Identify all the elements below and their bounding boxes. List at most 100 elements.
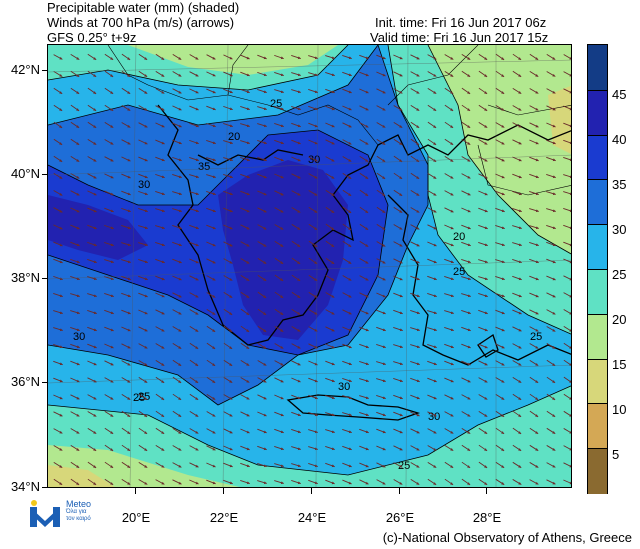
wind-arrow-head xyxy=(314,73,318,77)
wind-arrow-head xyxy=(365,260,369,264)
wind-arrow-head xyxy=(331,396,335,400)
wind-arrow-head xyxy=(416,396,420,400)
wind-arrow-head xyxy=(263,56,267,60)
wind-arrow-head xyxy=(212,226,216,230)
lat-label: 40°N xyxy=(10,166,40,181)
lat-label: 42°N xyxy=(10,62,40,77)
wind-arrow-head xyxy=(382,413,386,417)
wind-arrow-head xyxy=(229,380,233,383)
wind-arrow-head xyxy=(382,311,386,315)
wind-arrow-head xyxy=(263,209,267,213)
wind-arrow-head xyxy=(263,464,267,468)
wind-arrow-head xyxy=(280,481,284,485)
wind-arrow-head xyxy=(467,277,471,281)
lat-tick xyxy=(42,487,48,488)
wind-arrow-head xyxy=(76,125,80,128)
wind-arrow-head xyxy=(246,260,250,264)
wind-arrow-head xyxy=(535,363,539,366)
wind-arrow-head xyxy=(518,209,522,213)
wind-arrow-head xyxy=(467,345,471,349)
wind-arrow-head xyxy=(416,379,420,383)
wind-arrow-head xyxy=(569,209,571,213)
wind-arrow-head xyxy=(399,413,403,417)
wind-arrow-head xyxy=(348,362,352,366)
wind-arrow-head xyxy=(280,430,284,434)
wind-arrow xyxy=(563,191,571,195)
wind-arrow-head xyxy=(484,260,488,264)
wind-arrow-head xyxy=(433,209,437,213)
wind-arrow-head xyxy=(501,91,505,94)
wind-arrow-head xyxy=(280,209,284,213)
wind-arrow-head xyxy=(280,278,284,281)
colorbar-label: 5 xyxy=(612,447,620,462)
wind-arrow-head xyxy=(144,260,148,264)
wind-arrow-head xyxy=(263,278,267,281)
wind-arrow-head xyxy=(484,414,488,417)
wind-arrow-head xyxy=(212,346,216,349)
wind-arrow-head xyxy=(229,209,233,213)
wind-arrow-head xyxy=(467,448,471,451)
wind-arrow-head xyxy=(433,362,437,366)
wind-arrow-head xyxy=(93,243,97,247)
wind-arrow-head xyxy=(280,226,284,230)
wind-arrow-head xyxy=(263,312,267,315)
wind-arrow-head xyxy=(569,430,571,434)
wind-arrow-head xyxy=(569,447,571,451)
wind-arrow-head xyxy=(212,430,216,434)
wind-arrow-head xyxy=(212,107,216,111)
wind-arrow-head xyxy=(552,243,556,247)
wind-arrow-head xyxy=(348,328,352,332)
wind-arrow-head xyxy=(76,448,80,451)
wind-arrow-head xyxy=(552,277,556,281)
wind-arrow-head xyxy=(501,175,505,179)
wind-arrow-head xyxy=(246,430,250,434)
wind-arrow-head xyxy=(127,414,131,417)
wind-arrow-head xyxy=(297,328,301,332)
wind-arrow-head xyxy=(297,90,301,94)
wind-arrow-head xyxy=(263,141,267,145)
wind-arrow-head xyxy=(331,447,335,451)
wind-arrow-head xyxy=(212,209,216,213)
wind-arrow-head xyxy=(467,379,471,383)
wind-arrow-head xyxy=(93,74,97,77)
wind-arrow-head xyxy=(433,311,437,315)
wind-arrow-head xyxy=(569,73,571,77)
wind-arrow-head xyxy=(110,91,114,94)
wind-arrow-head xyxy=(178,107,182,111)
wind-arrow-head xyxy=(161,363,165,366)
wind-arrow-head xyxy=(518,158,522,162)
wind-arrow-head xyxy=(382,430,386,434)
wind-arrow-head xyxy=(212,294,216,298)
wind-arrow-head xyxy=(467,192,471,196)
wind-arrow-head xyxy=(433,108,437,111)
wind-arrow-head xyxy=(331,430,335,434)
wind-arrow-head xyxy=(144,124,148,128)
wind-arrow-head xyxy=(552,447,556,451)
wind-arrow-head xyxy=(399,107,403,111)
wind-arrow-head xyxy=(467,396,471,400)
wind-arrow-head xyxy=(450,482,454,485)
wind-arrow-head xyxy=(229,447,233,451)
wind-arrow-head xyxy=(552,414,556,417)
wind-arrow-head xyxy=(484,362,488,366)
wind-arrow-head xyxy=(382,56,386,60)
wind-arrow-head xyxy=(433,243,437,247)
wind-arrow-head xyxy=(535,175,539,179)
wind-arrow-head xyxy=(246,329,250,332)
wind-arrow-head xyxy=(93,226,97,230)
wind-arrow-head xyxy=(76,311,80,315)
wind-arrow-head xyxy=(280,73,284,77)
wind-arrow-head xyxy=(552,158,556,162)
wind-arrow-head xyxy=(569,481,571,485)
wind-arrow-head xyxy=(76,192,80,196)
wind-arrow-head xyxy=(450,209,454,213)
wind-arrow-head xyxy=(348,311,352,315)
contour-label: 30 xyxy=(73,331,85,343)
wind-arrow-head xyxy=(212,329,216,332)
wind-arrow-head xyxy=(297,175,301,179)
wind-arrow-head xyxy=(348,73,352,77)
wind-arrow-head xyxy=(484,396,488,400)
wind-arrow-head xyxy=(450,91,454,94)
wind-arrow-head xyxy=(212,413,216,417)
wind-arrow-head xyxy=(297,158,301,162)
